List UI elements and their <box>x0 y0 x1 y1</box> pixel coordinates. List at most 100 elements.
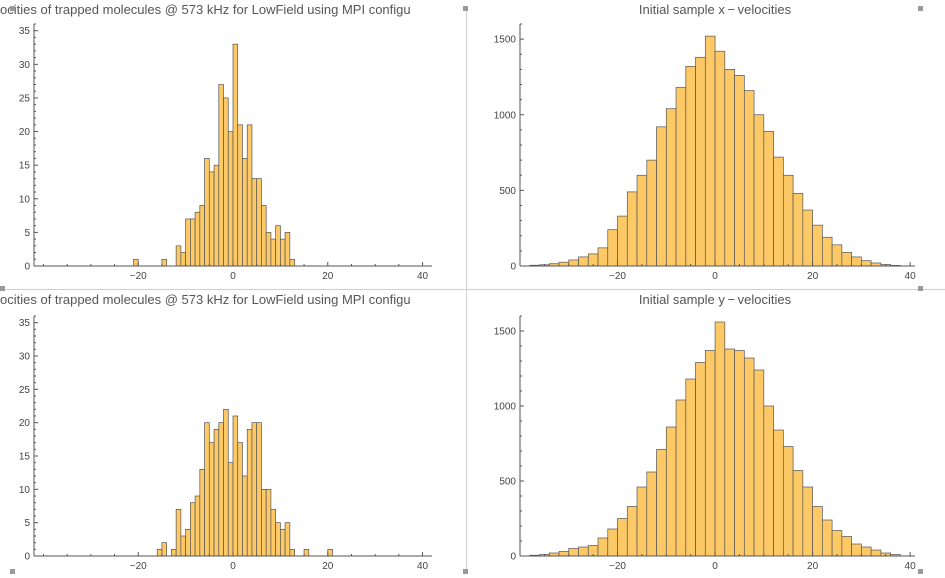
histogram-bar <box>861 260 872 267</box>
histogram-bar <box>327 548 333 557</box>
histogram-bar <box>251 422 258 557</box>
y-tick-label: 1500 <box>494 35 517 46</box>
chart-svg: −20 0 20 40 0 500 1000 1500 <box>494 23 916 282</box>
histogram-bar <box>232 43 239 267</box>
y-tick-label: 30 <box>19 60 31 71</box>
histogram-bar <box>714 50 726 267</box>
histogram-bar <box>743 90 755 267</box>
histogram-bar <box>275 225 281 267</box>
histogram-bar <box>773 429 784 557</box>
histogram-bar <box>763 131 774 267</box>
resize-handle-bottom-middle[interactable] <box>463 569 468 574</box>
resize-handle-bottom-right[interactable] <box>918 569 923 574</box>
histogram-bar <box>695 56 706 267</box>
resize-handle-middle-right[interactable] <box>918 286 923 291</box>
histogram-bar <box>227 462 234 557</box>
histogram-bar <box>568 548 579 557</box>
histogram-bar <box>237 124 243 267</box>
histogram-bar <box>782 174 794 267</box>
y-tick-label: 10 <box>19 194 31 205</box>
histogram-bar <box>190 502 196 557</box>
y-tick-label: 5 <box>24 518 30 529</box>
histogram-bar <box>261 488 267 557</box>
histogram-bar <box>284 522 291 557</box>
histogram-bar <box>180 252 186 267</box>
histogram-bar <box>256 422 262 557</box>
histogram-bar <box>194 211 201 267</box>
histogram-bar <box>303 548 310 557</box>
resize-handle-middle-left[interactable] <box>0 286 5 291</box>
histogram-bar <box>626 191 638 267</box>
y-tick-label: 500 <box>499 186 516 197</box>
histogram-bar <box>568 259 579 267</box>
histogram-bar <box>227 131 234 267</box>
chart-title: Initial sample x − velocities <box>638 2 792 17</box>
histogram-bar <box>665 108 677 267</box>
y-tick-label: 0 <box>24 262 30 273</box>
y-tick-label: 25 <box>19 385 31 396</box>
histogram-bar <box>246 124 253 267</box>
y-tick-label: 0 <box>24 552 30 563</box>
horizontal-divider <box>0 289 945 290</box>
x-tick-label: −20 <box>609 561 626 572</box>
y-tick-label: 15 <box>19 452 31 463</box>
histogram-bar <box>246 428 253 557</box>
histogram-bar <box>218 84 224 267</box>
y-tick-label: 10 <box>19 485 31 496</box>
x-tick-label: −20 <box>609 271 626 282</box>
histogram-bar <box>675 87 687 267</box>
histogram-bar <box>831 530 843 557</box>
histogram-bar <box>242 475 248 557</box>
histogram-bar <box>578 256 589 267</box>
x-tick-label: 40 <box>905 561 917 572</box>
histogram-bar <box>734 75 745 267</box>
histogram-bar <box>223 97 229 267</box>
histogram-bar <box>617 518 628 557</box>
resize-handle-bottom-left[interactable] <box>10 569 15 574</box>
histogram-bar <box>261 205 267 267</box>
histogram-bar <box>213 164 220 267</box>
histogram-bar <box>156 548 163 557</box>
x-tick-label: 0 <box>230 561 236 572</box>
histogram-bar <box>792 470 804 557</box>
resize-handle-top-right[interactable] <box>918 6 923 11</box>
histogram-bottom-left: ocities of trapped molecules @ 573 kHz f… <box>0 290 460 578</box>
histogram-bar <box>861 546 872 557</box>
histogram-bar <box>275 522 281 557</box>
histogram-bar <box>251 178 258 267</box>
y-tick-label: 500 <box>499 477 516 488</box>
histogram-bar <box>204 158 210 267</box>
histogram-bar <box>175 508 182 557</box>
histogram-bar <box>851 543 862 557</box>
x-tick-label: 0 <box>712 271 718 282</box>
histogram-bar <box>213 428 220 557</box>
histogram-bar <box>646 471 657 557</box>
x-tick-label: −20 <box>130 561 147 572</box>
histogram-bar <box>223 408 229 557</box>
histogram-bar <box>578 546 589 557</box>
histogram-bar <box>802 486 813 557</box>
histogram-bar <box>636 486 648 557</box>
histogram-bar <box>704 35 716 267</box>
histogram-bar <box>133 258 139 267</box>
y-tick-label: 0 <box>510 552 516 563</box>
histogram-bar <box>289 548 295 557</box>
histogram-bar <box>171 548 177 557</box>
histogram-bar <box>289 258 295 267</box>
histogram-bar <box>734 350 745 557</box>
histogram-bar <box>232 415 239 557</box>
resize-handle-top-middle[interactable] <box>463 6 468 11</box>
histogram-bar <box>724 348 735 557</box>
y-tick-label: 0 <box>510 262 516 273</box>
histogram-bar <box>685 65 696 267</box>
histogram-bar <box>617 215 628 267</box>
histogram-bar <box>802 209 813 267</box>
histogram-bar <box>753 114 765 267</box>
histogram-bar <box>870 549 882 557</box>
histogram-bar <box>812 224 823 267</box>
histogram-bar <box>194 495 201 557</box>
histogram-bar <box>280 528 286 557</box>
resize-handle-top-left[interactable] <box>10 6 15 11</box>
histogram-bar <box>792 193 804 267</box>
histogram-bar <box>185 218 191 267</box>
